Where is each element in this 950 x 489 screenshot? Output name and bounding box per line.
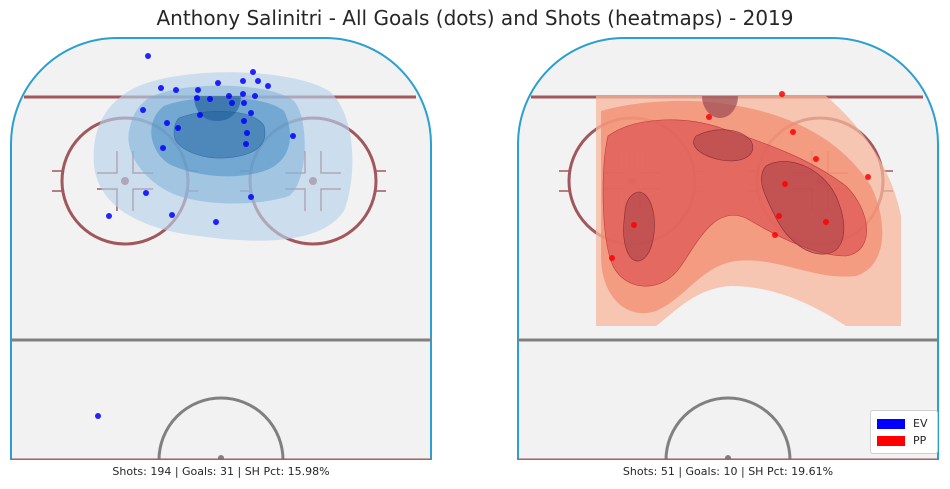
- goal-dot: [194, 95, 200, 101]
- goal-dot: [290, 133, 296, 139]
- goal-dot: [248, 110, 254, 116]
- goal-dot: [213, 219, 219, 225]
- shot-density-contour: [761, 161, 845, 255]
- goal-dot: [95, 413, 101, 419]
- goal-dot: [197, 112, 203, 118]
- goal-dot: [215, 80, 221, 86]
- goal-dot: [706, 114, 712, 120]
- goal-dot: [248, 194, 254, 200]
- goal-dot: [226, 93, 232, 99]
- rink-chart-pp: [517, 37, 939, 461]
- goal-dot: [772, 232, 778, 238]
- goal-dot: [195, 87, 201, 93]
- goal-dot: [252, 93, 258, 99]
- goal-dot: [779, 91, 785, 97]
- goal-dot: [140, 107, 146, 113]
- goal-dot: [158, 85, 164, 91]
- legend-item-pp: PP: [877, 434, 926, 447]
- shot-density-contour: [702, 96, 738, 118]
- goal-dot: [813, 156, 819, 162]
- goal-dot: [106, 213, 112, 219]
- legend-label-ev: EV: [913, 417, 928, 430]
- caption-ev: Shots: 194 | Goals: 31 | SH Pct: 15.98%: [112, 465, 330, 478]
- legend-label-pp: PP: [913, 434, 927, 447]
- goal-dot: [265, 83, 271, 89]
- rink-panel-ev: [9, 36, 433, 461]
- goal-dot: [790, 129, 796, 135]
- goal-dot: [782, 181, 788, 187]
- goal-dot: [175, 125, 181, 131]
- goal-dot: [823, 219, 829, 225]
- rink-panel-pp: [516, 36, 940, 461]
- goal-dot: [207, 96, 213, 102]
- shot-density-contour: [693, 129, 753, 162]
- goal-dot: [145, 53, 151, 59]
- chart-title: Anthony Salinitri - All Goals (dots) and…: [156, 6, 794, 30]
- center-circle: [664, 396, 792, 461]
- goal-dot: [229, 100, 235, 106]
- goal-dot: [240, 91, 246, 97]
- goal-dot: [631, 222, 637, 228]
- goal-dot: [244, 130, 250, 136]
- caption-pp: Shots: 51 | Goals: 10 | SH Pct: 19.61%: [622, 465, 834, 478]
- goal-dot: [243, 141, 249, 147]
- goal-dot: [143, 190, 149, 196]
- shot-density-contour: [623, 191, 655, 262]
- goal-dot: [241, 118, 247, 124]
- goal-dot: [865, 174, 871, 180]
- rink-chart-ev: [10, 37, 432, 461]
- goal-dot: [240, 78, 246, 84]
- goal-dot: [776, 213, 782, 219]
- legend: EV PP: [870, 410, 938, 454]
- goal-dot: [609, 255, 615, 261]
- goal-dot: [241, 100, 247, 106]
- goal-dot: [160, 145, 166, 151]
- goal-dot: [255, 78, 261, 84]
- goal-dot: [173, 87, 179, 93]
- legend-swatch-ev: [877, 418, 905, 429]
- legend-item-ev: EV: [877, 417, 927, 430]
- center-circle: [157, 396, 285, 461]
- legend-swatch-pp: [877, 435, 905, 446]
- goal-dot: [164, 120, 170, 126]
- goal-dot: [250, 69, 256, 75]
- goal-dot: [169, 212, 175, 218]
